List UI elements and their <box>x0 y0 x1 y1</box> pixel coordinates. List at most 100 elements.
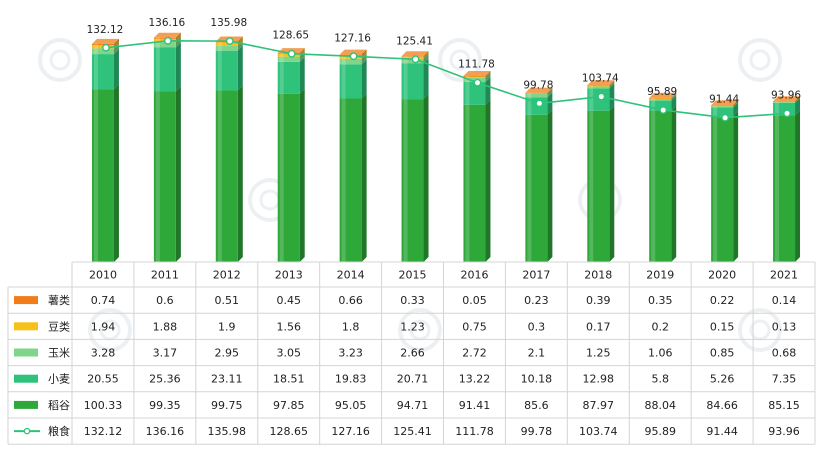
line-point <box>287 49 296 58</box>
table-cell: 0.85 <box>710 347 735 360</box>
table-cell: 135.98 <box>208 425 247 438</box>
bar-top-face <box>773 96 801 102</box>
legend-label: 粮食 <box>48 424 70 438</box>
table-cell: 88.04 <box>644 399 676 412</box>
grain-total-line <box>105 40 788 119</box>
bar-segment <box>773 96 801 102</box>
bar-segment <box>91 84 119 262</box>
table-cell: 103.74 <box>579 425 618 438</box>
bar-segment <box>711 111 739 263</box>
line-data-label: 132.12 <box>87 24 124 36</box>
bar-segment <box>153 42 181 92</box>
bar-stack-2014 <box>339 49 367 262</box>
bar-stack-2017 <box>525 87 553 262</box>
legend-swatch <box>14 374 38 383</box>
table-cell: 3.05 <box>276 347 301 360</box>
table-cell: 5.8 <box>651 373 669 386</box>
table-cell: 2.95 <box>215 347 240 360</box>
table-cell: 1.88 <box>153 320 178 333</box>
bar-segment <box>339 59 367 99</box>
line-point <box>163 36 172 45</box>
table-cell: 18.51 <box>273 373 305 386</box>
table-cell: 0.6 <box>156 294 174 307</box>
line-point <box>102 43 110 52</box>
table-cell: 99.75 <box>211 399 243 412</box>
table-cell: 1.06 <box>648 347 673 360</box>
table-cell: 0.15 <box>710 320 735 333</box>
table-header-year: 2021 <box>770 269 798 282</box>
bar-stack-2010 <box>91 38 119 262</box>
bar-top-face <box>525 87 553 93</box>
legend-label: 稻谷 <box>48 399 70 412</box>
table-header-year: 2012 <box>213 269 241 282</box>
line-point <box>225 37 234 46</box>
table-cell: 0.74 <box>91 294 116 307</box>
line-data-label: 99.78 <box>523 79 553 91</box>
line-data-label: 136.16 <box>149 17 186 29</box>
table-cell: 0.35 <box>648 294 673 307</box>
table-header-year: 2014 <box>337 269 365 282</box>
bar-top-face <box>587 80 615 86</box>
table-cell: 0.22 <box>710 294 735 307</box>
bar-top-face <box>649 92 677 98</box>
table-cell: 132.12 <box>84 425 123 438</box>
table-cell: 125.41 <box>393 425 432 438</box>
table-cell: 1.56 <box>276 320 301 333</box>
table-cell: 87.97 <box>583 399 615 412</box>
bar-segment <box>91 38 119 46</box>
bar-top-face <box>711 100 739 106</box>
bar-segment <box>711 100 739 106</box>
line-point <box>349 52 358 61</box>
table-cell: 2.72 <box>462 347 487 360</box>
bar-top-face <box>339 49 367 55</box>
table-cell: 25.36 <box>149 373 181 386</box>
bar-stack-2012 <box>215 36 243 263</box>
bar-layer <box>91 32 801 263</box>
line-point <box>659 106 668 114</box>
bar-stack-2020 <box>711 100 739 263</box>
bar-segment <box>649 92 677 99</box>
legend-marker <box>23 427 31 435</box>
table-cell: 0.3 <box>528 320 546 333</box>
line-data-label: 128.65 <box>272 30 309 42</box>
bar-segment <box>711 102 739 117</box>
bar-stack-2018 <box>587 80 615 263</box>
table-cell: 3.28 <box>91 347 116 360</box>
table-cell: 10.18 <box>521 373 553 386</box>
table-cell: 85.6 <box>524 399 549 412</box>
bar-segment <box>401 94 429 262</box>
table-cell: 1.25 <box>586 347 611 360</box>
bar-stack-2013 <box>277 48 305 262</box>
line-data-label: 103.74 <box>582 73 619 85</box>
legend-label: 小麦 <box>48 373 70 386</box>
table-cell: 20.71 <box>397 373 429 386</box>
bar-segment <box>587 80 615 87</box>
bar-segment <box>153 32 181 39</box>
table-cell: 111.78 <box>455 425 494 438</box>
table-header-year: 2018 <box>584 269 612 282</box>
legend-swatch <box>14 348 38 357</box>
line-data-label: 125.41 <box>396 35 433 47</box>
bar-segment <box>587 83 615 111</box>
watermark-logo <box>438 38 482 82</box>
line-point <box>411 55 420 64</box>
line-point <box>597 92 606 101</box>
bar-segment <box>277 88 305 262</box>
line-point <box>535 99 544 108</box>
table-cell: 0.45 <box>276 294 301 307</box>
table-cell: 0.39 <box>586 294 611 307</box>
line-point <box>473 78 482 87</box>
bar-segment <box>587 81 615 89</box>
table-header-year: 2017 <box>522 269 550 282</box>
table-cell: 0.05 <box>462 294 487 307</box>
bar-segment <box>153 37 181 48</box>
table-header-year: 2010 <box>89 269 117 282</box>
bar-segment <box>277 56 305 94</box>
table-cell: 0.2 <box>651 320 669 333</box>
bar-segment <box>401 51 429 57</box>
bar-segment <box>153 86 181 262</box>
legend-swatch <box>14 322 38 331</box>
table-cell: 3.23 <box>338 347 363 360</box>
bar-segment <box>463 99 491 262</box>
